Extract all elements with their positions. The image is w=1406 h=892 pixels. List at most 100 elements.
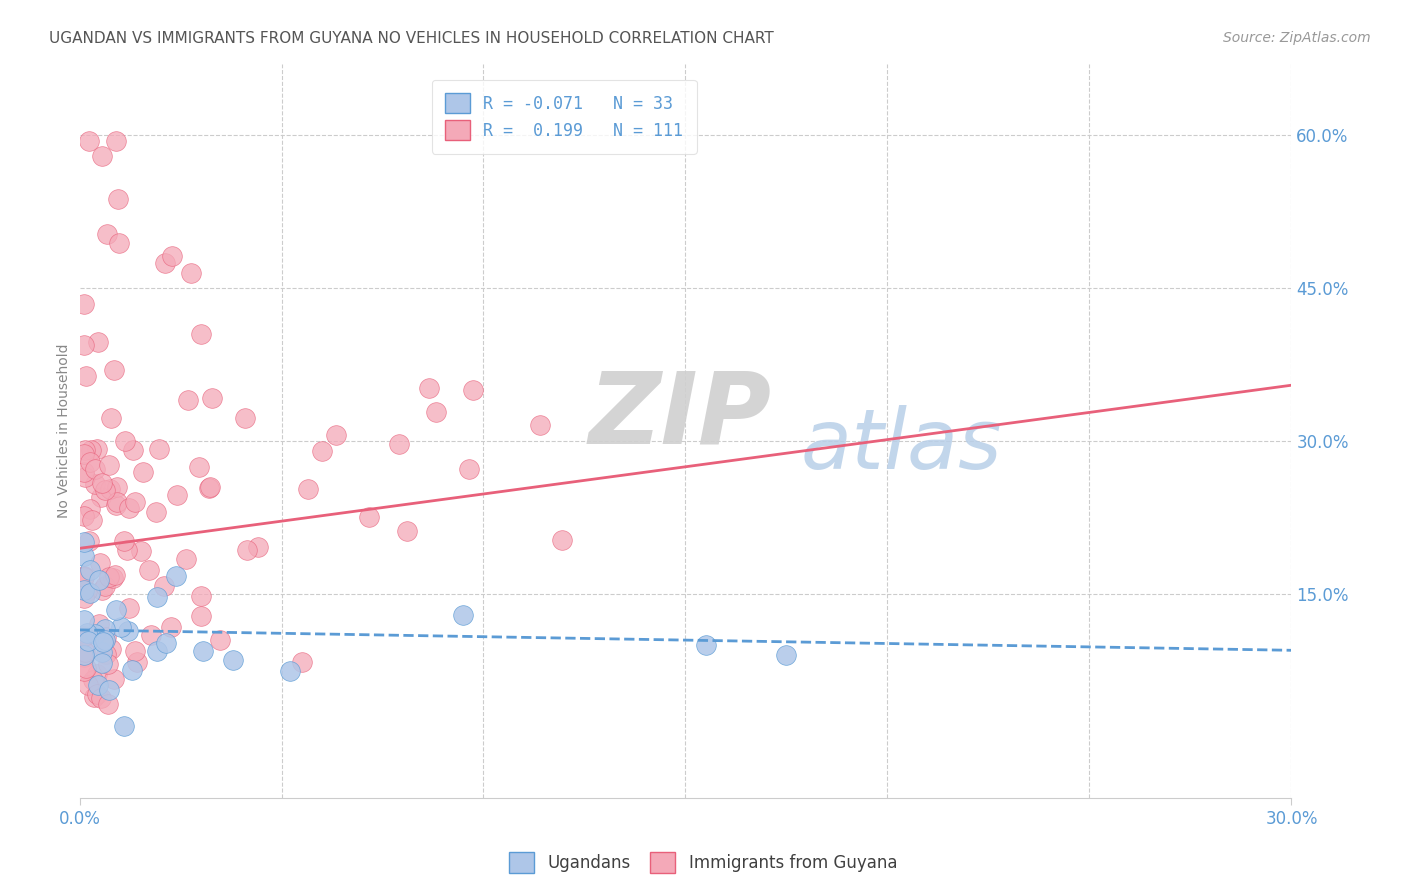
Point <box>425 404 447 418</box>
Point <box>222 653 245 667</box>
Point <box>105 480 128 494</box>
Point <box>110 620 132 634</box>
Point <box>72 535 94 549</box>
Point <box>72 509 94 524</box>
Point <box>72 648 94 662</box>
Point <box>396 524 419 538</box>
Point <box>695 638 717 652</box>
Point <box>73 570 96 584</box>
Point <box>112 534 135 549</box>
Point <box>453 607 475 622</box>
Point <box>84 627 107 641</box>
Point <box>105 134 128 148</box>
Point <box>190 589 212 603</box>
Point <box>96 227 118 241</box>
Point <box>72 338 94 352</box>
Point <box>152 579 174 593</box>
Point <box>72 568 94 582</box>
Point <box>138 564 160 578</box>
Point <box>72 465 94 479</box>
Point <box>96 630 118 644</box>
Point <box>75 443 97 458</box>
Point <box>117 624 139 639</box>
Point <box>146 591 169 605</box>
Point <box>114 434 136 448</box>
Point <box>388 437 411 451</box>
Point <box>87 678 110 692</box>
Point <box>89 556 111 570</box>
Point <box>72 583 94 598</box>
Point <box>103 673 125 687</box>
Point <box>155 635 177 649</box>
Y-axis label: No Vehicles in Household: No Vehicles in Household <box>58 343 72 518</box>
Point <box>76 626 98 640</box>
Point <box>124 495 146 509</box>
Text: UGANDAN VS IMMIGRANTS FROM GUYANA NO VEHICLES IN HOUSEHOLD CORRELATION CHART: UGANDAN VS IMMIGRANTS FROM GUYANA NO VEH… <box>49 31 773 46</box>
Point <box>107 192 129 206</box>
Point <box>86 667 108 681</box>
Point <box>105 495 128 509</box>
Point <box>131 465 153 479</box>
Point <box>177 392 200 407</box>
Point <box>91 645 114 659</box>
Point <box>72 664 94 678</box>
Point <box>83 462 105 476</box>
Point <box>90 656 112 670</box>
Point <box>146 644 169 658</box>
Point <box>190 326 212 341</box>
Point <box>198 481 221 495</box>
Point <box>107 235 129 250</box>
Point <box>100 641 122 656</box>
Point <box>93 579 115 593</box>
Point <box>291 655 314 669</box>
Point <box>325 428 347 442</box>
Point <box>87 335 110 350</box>
Text: atlas: atlas <box>800 405 1002 486</box>
Point <box>79 502 101 516</box>
Point <box>118 501 141 516</box>
Point <box>97 458 120 473</box>
Point <box>72 549 94 563</box>
Point <box>98 683 121 698</box>
Point <box>101 571 124 585</box>
Point <box>72 650 94 665</box>
Point <box>72 297 94 311</box>
Point <box>76 584 98 599</box>
Point <box>86 442 108 457</box>
Point <box>551 533 574 548</box>
Point <box>418 381 440 395</box>
Point <box>91 476 114 491</box>
Point <box>77 534 100 549</box>
Point <box>457 461 479 475</box>
Point <box>82 673 104 687</box>
Point <box>201 391 224 405</box>
Point <box>190 608 212 623</box>
Point <box>115 542 138 557</box>
Point <box>162 249 184 263</box>
Text: ZIP: ZIP <box>589 368 772 465</box>
Point <box>463 384 485 398</box>
Point <box>246 540 269 554</box>
Point <box>94 647 117 661</box>
Point <box>103 362 125 376</box>
Point <box>77 633 100 648</box>
Point <box>160 620 183 634</box>
Point <box>124 644 146 658</box>
Point <box>90 691 112 706</box>
Point <box>93 623 115 637</box>
Point <box>209 633 232 648</box>
Point <box>87 616 110 631</box>
Point <box>97 657 120 672</box>
Point <box>91 583 114 598</box>
Point <box>79 563 101 577</box>
Point <box>73 645 96 659</box>
Legend: Ugandans, Immigrants from Guyana: Ugandans, Immigrants from Guyana <box>502 846 904 880</box>
Point <box>139 628 162 642</box>
Point <box>104 568 127 582</box>
Point <box>72 447 94 461</box>
Point <box>97 698 120 712</box>
Point <box>72 591 94 605</box>
Point <box>112 719 135 733</box>
Point <box>77 678 100 692</box>
Point <box>233 410 256 425</box>
